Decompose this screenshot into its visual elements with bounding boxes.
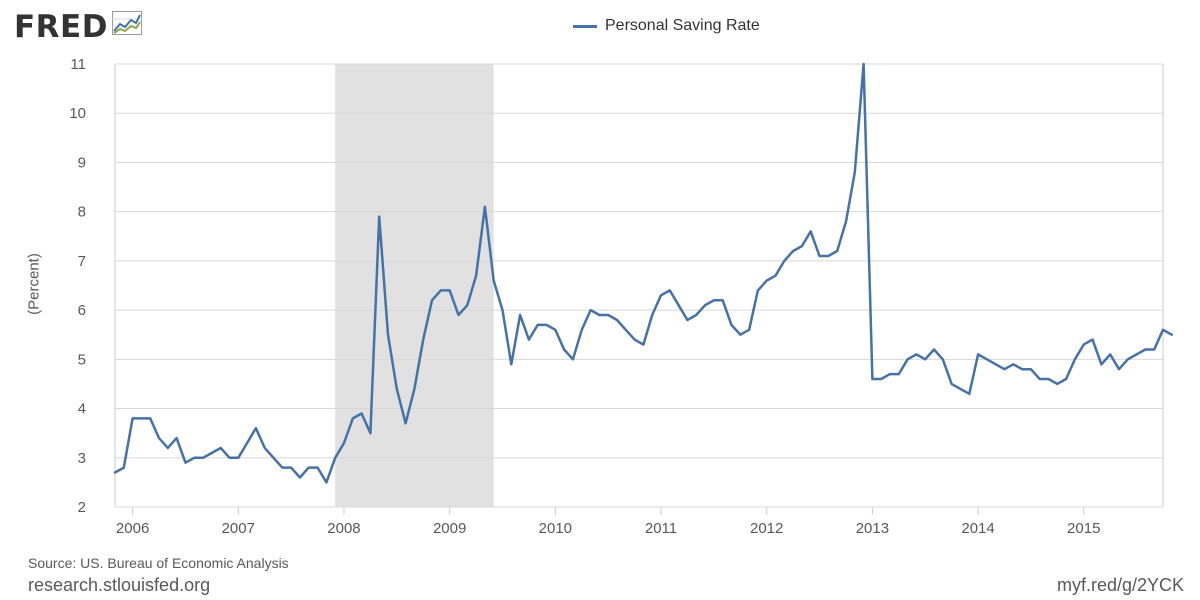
series-line [113,62,1174,484]
recession-shading [335,64,494,507]
y-tick-label: 11 [70,56,86,73]
x-tick-label: 2010 [539,520,572,537]
x-tick-label: 2014 [961,520,994,537]
x-tick-label: 2008 [327,520,360,537]
y-tick-label: 5 [78,351,86,368]
logo-text: FRED [14,9,108,45]
legend-label: Personal Saving Rate [605,17,760,34]
x-tick-label: 2011 [645,520,677,537]
y-tick-label: 3 [78,450,86,467]
trend-chart-icon [111,11,142,40]
y-tick-label: 6 [78,302,86,319]
source-note: Source: US. Bureau of Economic Analysis [28,555,289,571]
y-tick-label: 10 [69,105,86,122]
y-tick-label: 7 [78,253,86,270]
x-tick-label: 2009 [433,520,466,537]
y-tick-label: 9 [78,154,86,171]
legend-swatch [573,24,597,28]
site-url: research.stlouisfed.org [28,575,211,595]
short-link: myf.red/g/2YCK [1056,575,1184,595]
y-tick-label: 8 [78,204,86,221]
chart-legend: Personal Saving Rate [573,17,760,35]
x-tick-label: 2006 [116,520,149,537]
x-tick-label: 2012 [750,520,783,537]
x-tick-label: 2007 [222,520,255,537]
x-tick-label: 2015 [1067,520,1100,537]
fred-logo: FRED [14,10,142,44]
y-tick-label: 4 [78,401,86,418]
y-tick-label: 2 [78,499,86,516]
x-tick-label: 2013 [856,520,889,537]
